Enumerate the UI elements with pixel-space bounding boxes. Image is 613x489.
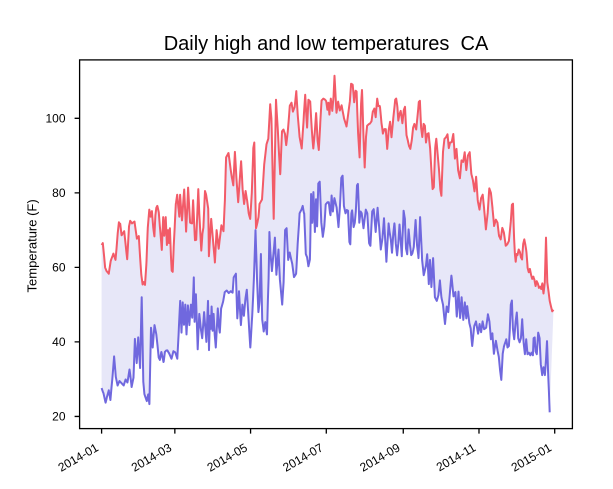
svg-text:60: 60: [52, 261, 66, 275]
svg-text:20: 20: [52, 410, 66, 424]
svg-text:100: 100: [45, 112, 65, 126]
svg-text:Temperature (F): Temperature (F): [24, 199, 39, 292]
svg-text:80: 80: [52, 186, 66, 200]
svg-text:40: 40: [52, 335, 66, 349]
svg-text:Daily high and low temperature: Daily high and low temperatures CA: [164, 33, 489, 55]
